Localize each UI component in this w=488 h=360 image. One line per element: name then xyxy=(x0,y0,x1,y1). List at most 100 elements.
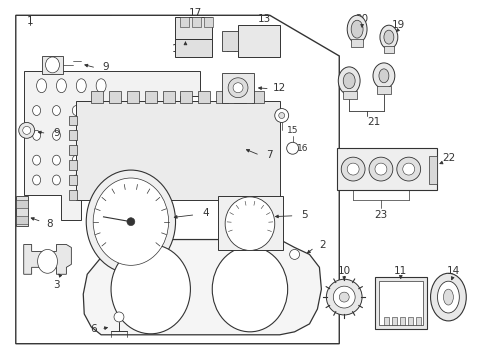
Text: 22: 22 xyxy=(441,153,454,163)
Text: 20: 20 xyxy=(355,14,368,24)
Circle shape xyxy=(278,113,284,118)
Ellipse shape xyxy=(343,73,354,89)
Circle shape xyxy=(402,163,414,175)
Ellipse shape xyxy=(378,69,388,83)
Text: 14: 14 xyxy=(446,266,459,276)
Bar xyxy=(216,91,228,103)
Bar xyxy=(69,145,77,155)
Text: 15: 15 xyxy=(286,126,298,135)
Bar xyxy=(16,196,28,226)
Ellipse shape xyxy=(72,130,80,140)
Ellipse shape xyxy=(224,197,274,251)
Ellipse shape xyxy=(92,105,100,116)
Ellipse shape xyxy=(132,105,140,116)
Circle shape xyxy=(289,249,299,260)
Text: 9: 9 xyxy=(102,62,109,72)
Bar xyxy=(383,317,388,325)
Ellipse shape xyxy=(443,289,452,305)
Text: 17: 17 xyxy=(188,8,202,18)
Bar xyxy=(251,91,264,103)
Ellipse shape xyxy=(33,130,41,140)
Ellipse shape xyxy=(72,105,80,116)
Ellipse shape xyxy=(93,178,168,265)
Ellipse shape xyxy=(52,175,61,185)
Bar xyxy=(399,317,404,325)
Bar xyxy=(337,148,436,190)
Bar xyxy=(41,56,63,74)
Ellipse shape xyxy=(212,247,287,332)
Ellipse shape xyxy=(45,57,60,73)
Bar xyxy=(69,190,77,200)
Circle shape xyxy=(346,163,358,175)
Bar xyxy=(16,200,28,208)
Text: 19: 19 xyxy=(391,20,405,30)
Ellipse shape xyxy=(132,130,140,140)
Circle shape xyxy=(22,126,31,134)
Bar xyxy=(91,91,103,103)
Ellipse shape xyxy=(346,15,366,43)
Text: 4: 4 xyxy=(202,208,208,218)
Ellipse shape xyxy=(383,30,393,44)
Circle shape xyxy=(325,279,361,315)
Polygon shape xyxy=(24,71,200,220)
Ellipse shape xyxy=(86,170,175,273)
Ellipse shape xyxy=(56,79,66,93)
Bar xyxy=(218,196,282,251)
Bar xyxy=(376,86,390,94)
Text: 18: 18 xyxy=(172,44,185,54)
Ellipse shape xyxy=(372,63,394,89)
Bar xyxy=(192,17,201,27)
Bar xyxy=(69,175,77,185)
Bar xyxy=(76,100,279,200)
Bar xyxy=(127,91,139,103)
Circle shape xyxy=(339,292,348,302)
Text: 10: 10 xyxy=(337,266,350,276)
Bar xyxy=(234,91,245,103)
Polygon shape xyxy=(16,15,339,344)
Bar xyxy=(144,91,156,103)
Bar xyxy=(378,281,422,325)
Ellipse shape xyxy=(72,155,80,165)
Bar xyxy=(415,317,420,325)
Circle shape xyxy=(341,157,365,181)
Bar xyxy=(383,46,393,53)
Ellipse shape xyxy=(112,105,120,116)
Polygon shape xyxy=(24,244,71,274)
Bar xyxy=(174,39,212,57)
Circle shape xyxy=(19,122,35,138)
Circle shape xyxy=(228,78,247,98)
Text: 23: 23 xyxy=(373,210,387,220)
Circle shape xyxy=(374,163,386,175)
Bar xyxy=(69,130,77,140)
Circle shape xyxy=(396,157,420,181)
Ellipse shape xyxy=(52,155,61,165)
Ellipse shape xyxy=(52,105,61,116)
Circle shape xyxy=(114,312,123,322)
Bar xyxy=(109,91,121,103)
Bar xyxy=(163,91,174,103)
Bar xyxy=(198,91,210,103)
Ellipse shape xyxy=(96,79,106,93)
Text: 3: 3 xyxy=(53,280,60,290)
Text: 12: 12 xyxy=(272,83,286,93)
Text: 21: 21 xyxy=(366,117,380,127)
Text: 9: 9 xyxy=(53,129,60,138)
Circle shape xyxy=(333,286,354,308)
Bar xyxy=(343,91,356,99)
Ellipse shape xyxy=(92,155,100,165)
Bar xyxy=(222,73,253,103)
Ellipse shape xyxy=(338,67,359,95)
Ellipse shape xyxy=(33,175,41,185)
Bar xyxy=(391,317,396,325)
Bar xyxy=(69,116,77,125)
Text: 8: 8 xyxy=(46,219,53,229)
Text: 16: 16 xyxy=(296,144,307,153)
Ellipse shape xyxy=(379,25,397,49)
Bar xyxy=(238,25,279,57)
Bar xyxy=(350,39,362,47)
Text: 6: 6 xyxy=(90,324,96,334)
Circle shape xyxy=(286,142,298,154)
Text: 13: 13 xyxy=(258,14,271,24)
Bar xyxy=(222,31,238,51)
Circle shape xyxy=(368,157,392,181)
